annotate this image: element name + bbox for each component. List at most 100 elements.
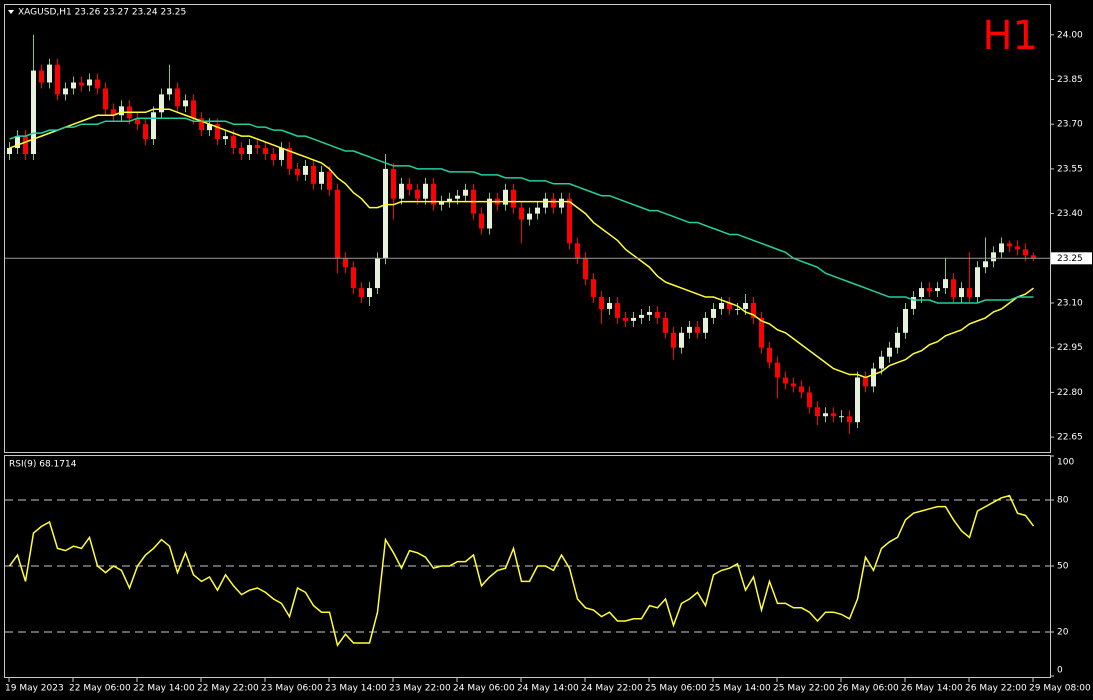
candle-body (31, 70, 36, 154)
candle-body (983, 261, 988, 268)
candle-body (47, 64, 52, 83)
candle-body (511, 189, 516, 208)
candle-body (111, 109, 116, 116)
candle-body (703, 317, 708, 333)
candle-body (663, 317, 668, 333)
candle-body (815, 407, 820, 417)
candle-body (167, 88, 172, 95)
candle-body (423, 183, 428, 199)
candle-body (999, 243, 1004, 253)
candle-body (743, 303, 748, 309)
candle-body (199, 118, 204, 131)
candle-body (591, 279, 596, 298)
candle-body (183, 100, 188, 107)
candle-body (647, 311, 652, 315)
candle-body (159, 94, 164, 113)
candle-body (15, 136, 20, 149)
candle-body (655, 311, 660, 318)
candle-body (231, 136, 236, 149)
x-tick-label: 23 May 22:00 (389, 684, 451, 694)
candle-body (207, 124, 212, 131)
moving-average-line (9, 117, 1034, 304)
candle-body (327, 171, 332, 190)
candle-body (151, 112, 156, 140)
price-panel-frame (4, 4, 1051, 453)
x-tick-label: 19 May 2023 (5, 684, 64, 694)
candle-body (959, 288, 964, 298)
candle-body (215, 124, 220, 140)
candle-body (759, 317, 764, 348)
candle-body (79, 82, 84, 86)
candle-body (855, 377, 860, 423)
y-tick-label: 22.95 (1057, 343, 1083, 353)
y-tick-label: 100 (1057, 458, 1074, 468)
candle-body (1015, 246, 1020, 250)
candle-body (63, 88, 68, 95)
candle-body (991, 252, 996, 262)
candle-body (1031, 255, 1036, 259)
candle-body (623, 317, 628, 321)
candle-body (479, 213, 484, 229)
candle-body (895, 332, 900, 348)
candle-body (527, 213, 532, 220)
candle-body (679, 332, 684, 348)
candle-body (247, 145, 252, 154)
y-tick-label: 24.00 (1057, 30, 1083, 40)
candle-body (847, 416, 852, 423)
candle-body (239, 148, 244, 154)
candle-body (559, 198, 564, 208)
x-tick-label: 25 May 06:00 (645, 684, 707, 694)
candle-body (455, 195, 460, 199)
candle-body (903, 308, 908, 333)
candle-body (279, 148, 284, 160)
rsi-line (8, 494, 1035, 647)
candle-body (295, 168, 300, 175)
candle-body (767, 347, 772, 363)
candle-body (807, 392, 812, 408)
candle-body (671, 332, 676, 348)
candle-body (95, 79, 100, 89)
candle-body (927, 288, 932, 292)
x-tick-label: 23 May 14:00 (325, 684, 387, 694)
candle-body (543, 198, 548, 208)
current-price-tag (1051, 252, 1092, 265)
candle-body (631, 317, 636, 321)
candle-body (343, 258, 348, 268)
candle-body (375, 258, 380, 289)
candle-body (487, 198, 492, 229)
candle-body (87, 79, 92, 86)
candle-body (1007, 243, 1012, 247)
candle-body (119, 106, 124, 116)
candle-body (719, 303, 724, 309)
x-tick-label: 22 May 14:00 (133, 684, 195, 694)
candle-body (863, 377, 868, 387)
x-tick-label: 29 May 08:00 (1029, 684, 1091, 694)
candle-body (607, 303, 612, 309)
y-tick-label: 23.10 (1057, 299, 1083, 309)
candle-body (831, 413, 836, 417)
candle-body (1023, 249, 1028, 256)
y-tick-label: 22.80 (1057, 388, 1083, 398)
candle-body (775, 362, 780, 378)
candle-body (407, 183, 412, 190)
candle-body (727, 303, 732, 309)
candle-body (519, 207, 524, 220)
y-tick-label: 50 (1057, 562, 1069, 572)
candle-body (399, 183, 404, 199)
candle-body (439, 201, 444, 205)
candle-body (255, 145, 260, 149)
candle-body (879, 356, 884, 369)
y-tick-label: 80 (1057, 496, 1069, 506)
candle-body (887, 347, 892, 357)
moving-average-line (9, 108, 1034, 379)
candle-body (687, 326, 692, 333)
candle-body (967, 288, 972, 298)
candle-body (431, 183, 436, 205)
y-tick-label: 23.70 (1057, 120, 1083, 130)
candle-body (615, 303, 620, 318)
x-tick-label: 26 May 06:00 (837, 684, 899, 694)
candle-body (751, 303, 756, 318)
x-tick-label: 22 May 06:00 (69, 684, 131, 694)
